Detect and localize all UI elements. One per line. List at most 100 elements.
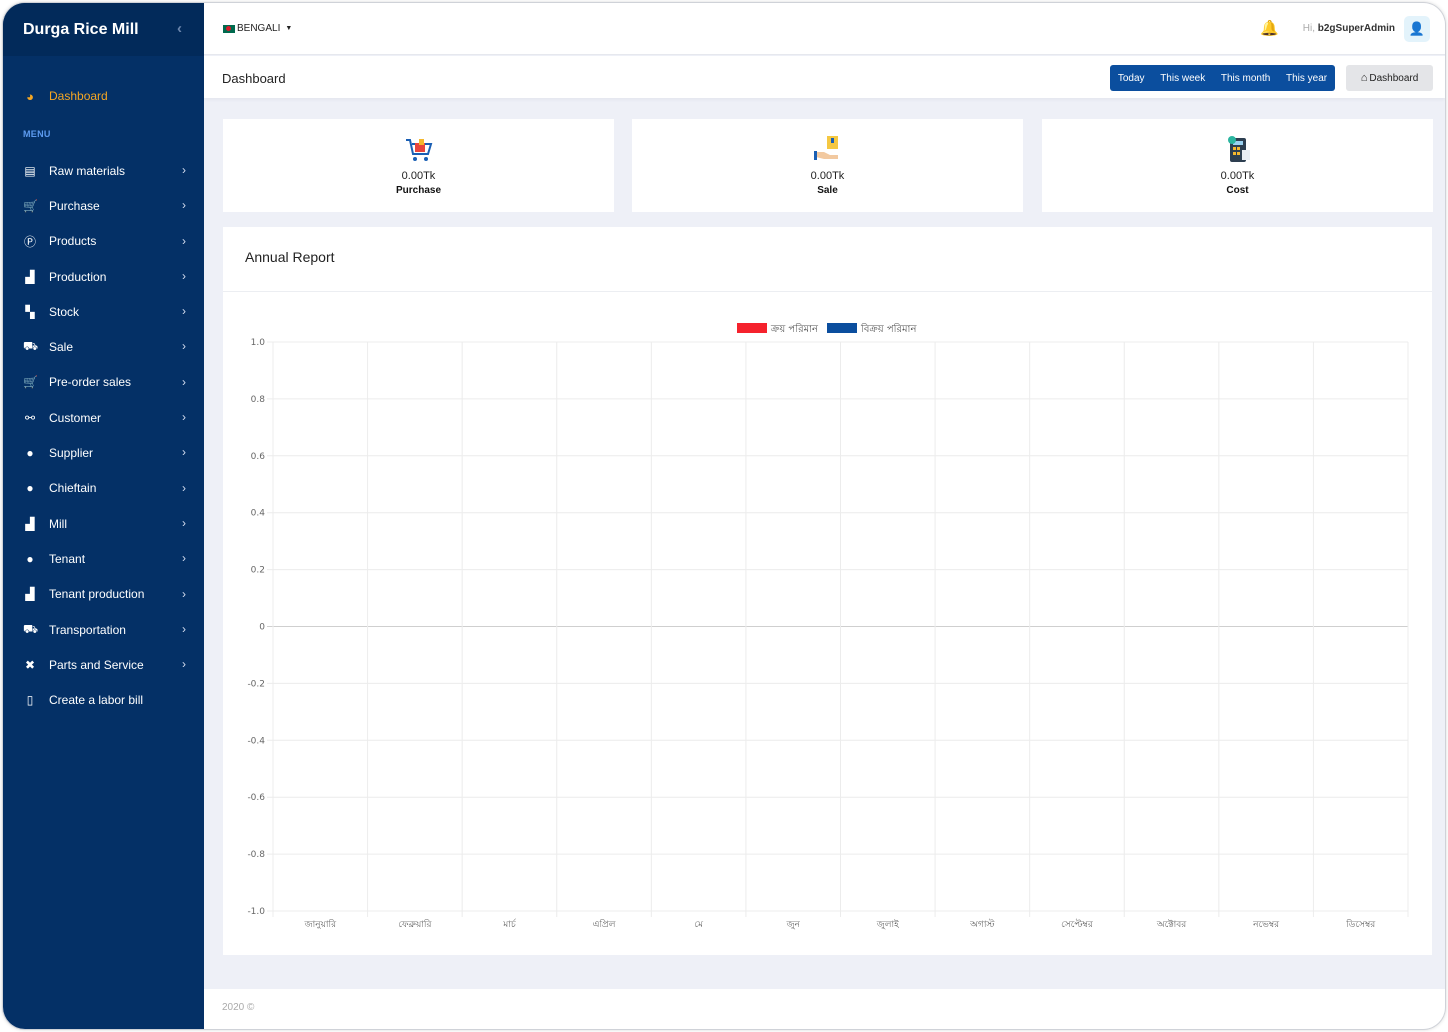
avatar-icon[interactable]: 👤 (1404, 16, 1430, 42)
x-tick-label: ডিসেম্বর (1345, 919, 1376, 930)
sidebar-item-tenant[interactable]: ● Tenant › (3, 541, 204, 576)
sidebar-item-raw-materials[interactable]: ▤ Raw materials › (3, 153, 204, 188)
topbar: BENGALI ▼ 🔔 Hi, b2gSuperAdmin 👤 (204, 3, 1445, 55)
brand-name: Durga Rice Mill (23, 20, 139, 38)
cart-icon: 🛒 (23, 375, 38, 390)
caret-down-icon: ▼ (285, 25, 293, 32)
chevron-right-icon: › (182, 163, 186, 177)
tools-icon: ✖ (24, 657, 36, 672)
sidebar-item-dashboard[interactable]: ◕ Dashboard (3, 84, 204, 108)
home-icon: ⌂ (1360, 72, 1368, 84)
handshake-icon: ⚯ (24, 410, 36, 425)
page-header: Dashboard Today This week This month Thi… (204, 56, 1445, 98)
sidebar-item-production[interactable]: ▟ Production › (3, 259, 204, 294)
sidebar-item-label: Sale (49, 340, 74, 355)
truck-icon: ⛟ (23, 621, 39, 636)
sidebar-item-label: Supplier (49, 446, 94, 461)
period-today-button[interactable]: Today (1117, 72, 1145, 84)
chevron-right-icon: › (182, 198, 186, 213)
greeting-hi: Hi, (1302, 23, 1315, 34)
sidebar-item-label: Transportation (49, 622, 126, 637)
sidebar-item-chieftain[interactable]: ● Chieftain › (3, 471, 204, 506)
stat-label: Cost (1226, 185, 1249, 196)
stat-value: 0.00Tk (810, 170, 845, 182)
y-tick-label: 0.2 (251, 566, 265, 576)
y-tick-label: -0.2 (247, 679, 265, 689)
x-tick-label: জুলাই (876, 919, 899, 930)
legend-label: বিক্রয় পরিমান (860, 323, 917, 335)
stat-card-purchase: 0.00Tk Purchase (223, 119, 614, 212)
cart-outline-icon: ⛟ (23, 339, 39, 354)
sidebar-item-supplier[interactable]: ● Supplier › (3, 435, 204, 470)
chevron-right-icon: › (182, 480, 186, 495)
sidebar-item-label: Tenant (49, 551, 86, 566)
sidebar-item-transportation[interactable]: ⛟ Transportation › (3, 612, 204, 647)
sidebar-item-customer[interactable]: ⚯ Customer › (3, 400, 204, 435)
x-tick-label: জানুয়ারি (304, 919, 338, 930)
sidebar-item-pre-order-sales[interactable]: 🛒 Pre-order sales › (3, 365, 204, 400)
app-window: Durga Rice Mill ‹ ◕ Dashboard MENU ▤ Raw … (3, 3, 1445, 1029)
sidebar-nav: ▤ Raw materials › 🛒 Purchase › Ⓟ Products › ▟ Prod… (3, 153, 204, 718)
sale-hand-icon (632, 134, 1023, 166)
user-greeting[interactable]: Hi, b2gSuperAdmin (1303, 23, 1395, 34)
sidebar-item-tenant-production[interactable]: ▟ Tenant production › (3, 577, 204, 612)
x-tick-label: ফেব্রুয়ারি (398, 919, 432, 930)
sidebar-item-products[interactable]: Ⓟ Products › (3, 224, 204, 259)
x-tick-label: মার্চ (502, 919, 516, 930)
notification-bell-icon[interactable]: 🔔 (1260, 20, 1279, 37)
sidebar-item-label: Pre-order sales (49, 375, 132, 390)
chevron-right-icon: › (182, 410, 186, 425)
sidebar-item-sale[interactable]: ⛟ Sale › (3, 329, 204, 364)
legend-swatch (737, 323, 767, 333)
breadcrumb[interactable]: ⌂ Dashboard (1346, 65, 1433, 91)
period-month-button[interactable]: This month (1220, 72, 1271, 84)
footer: 2020 © (204, 989, 1445, 1029)
sidebar-item-label: Tenant production (49, 587, 145, 602)
footer-text: 2020 © (222, 1002, 255, 1013)
chevron-right-icon: › (182, 621, 186, 636)
bangladesh-flag-icon (223, 24, 235, 33)
period-year-button[interactable]: This year (1286, 72, 1328, 84)
chevron-right-icon: › (182, 515, 186, 530)
file-icon: ▯ (26, 693, 34, 708)
chevron-right-icon: › (182, 586, 186, 601)
annual-report-chart: 1.0 0.8 0.6 0.4 0.2 0 -0.2 -0.4 -0.6 -0.8 -1.0 জানু… (247, 323, 1409, 930)
stat-value: 0.00Tk (1220, 170, 1255, 182)
sidebar-item-create-a-labor-bill[interactable]: ▯ Create a labor bill (3, 682, 204, 717)
stat-card-sale: 0.00Tk Sale (632, 119, 1023, 212)
language-selector[interactable]: BENGALI ▼ (223, 23, 292, 34)
y-tick-label: 0.6 (251, 452, 266, 462)
collapse-sidebar-icon[interactable]: ‹ (177, 20, 182, 37)
y-tick-label: 1.0 (251, 338, 266, 348)
chevron-right-icon: › (182, 268, 186, 283)
x-tick-label: এপ্রিল (593, 919, 616, 930)
sidebar-item-label: Chieftain (49, 481, 97, 496)
chevron-right-icon: › (182, 339, 186, 354)
y-tick-label: 0 (259, 623, 265, 633)
x-tick-label: মে (694, 920, 704, 930)
sidebar-item-label: Mill (49, 516, 67, 531)
y-tick-label: -0.6 (247, 793, 265, 803)
chevron-right-icon: › (182, 233, 186, 248)
sidebar-item-mill[interactable]: ▟ Mill › (3, 506, 204, 541)
sidebar-item-parts-and-service[interactable]: ✖ Parts and Service › (3, 647, 204, 682)
sidebar-item-purchase[interactable]: 🛒 Purchase › (3, 188, 204, 223)
sidebar-item-label: Stock (49, 304, 80, 319)
period-week-button[interactable]: This week (1160, 72, 1206, 84)
chevron-right-icon: › (182, 551, 186, 566)
y-tick-label: -0.8 (247, 850, 265, 860)
chevron-right-icon: › (182, 445, 186, 460)
brand: Durga Rice Mill ‹ (3, 3, 204, 56)
sidebar-item-label: Parts and Service (49, 657, 144, 672)
x-tick-label: জুন (785, 920, 800, 930)
stat-label: Purchase (395, 185, 442, 196)
legend-label: ক্রয় পরিমান (770, 323, 819, 335)
language-label: BENGALI (237, 23, 281, 34)
calculator-icon (1042, 134, 1433, 166)
breadcrumb-label: Dashboard (1369, 72, 1419, 84)
annual-report-panel: Annual Report 1.0 0.8 0.6 0.4 0.2 0 -0.2 -0.4 -0… (223, 227, 1432, 955)
sidebar-item-label: Production (49, 269, 107, 284)
shopping-cart-icon (223, 134, 614, 166)
product-icon: Ⓟ (23, 234, 36, 249)
sidebar-item-stock[interactable]: ▚ Stock › (3, 294, 204, 329)
